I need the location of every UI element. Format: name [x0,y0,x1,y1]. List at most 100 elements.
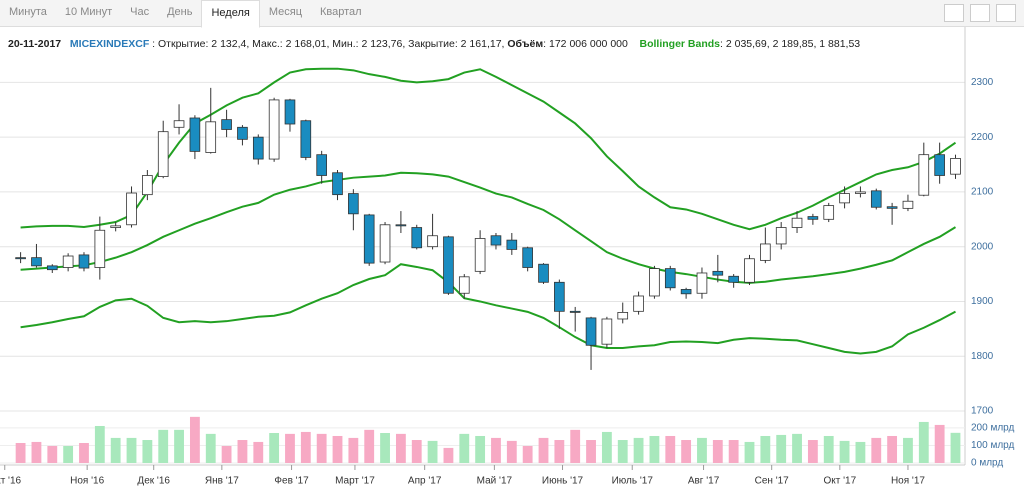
candle-body [664,268,676,289]
candle-body [316,154,327,176]
indicator-values: : 2 035,69, 2 189,85, 1 881,53 [720,38,861,50]
volume-bar [649,435,660,463]
x-tick-label: Дек '16 [137,476,170,487]
y-tick-label: 2100 [971,187,994,198]
candle-body [395,224,407,227]
candle-body [31,257,42,267]
candle-body [886,206,898,209]
info-line: 20-11-2017 MICEXINDEXCF : Открытие: 2 13… [8,38,860,50]
volume-bar [538,437,549,463]
volume-bar [760,435,771,463]
volume-label: Объём [507,38,544,50]
candle-body [950,158,961,175]
bar-icon[interactable] [996,4,1016,22]
volume-bar [823,435,834,463]
candle-body [300,120,312,158]
tab[interactable]: Квартал [320,6,362,18]
candle-body [712,270,724,276]
volume-bar [554,440,565,463]
candle-body [332,172,343,196]
candle-body [268,99,280,160]
volume-bar [712,440,723,463]
candle-body [649,268,660,297]
volume-bar [522,445,533,463]
candle-body [189,117,201,152]
date: 20-11-2017 [8,38,62,50]
volume-bar [285,433,295,463]
volume-bar [332,435,343,463]
x-tick-label: Май '17 [477,476,513,487]
candle-body [522,247,533,268]
candle-body [538,263,549,283]
indicator: Bollinger Bands [639,38,721,50]
volume-tick-label: 0 млрд [971,458,1003,469]
volume-bar [221,445,232,463]
candle-body [94,229,106,268]
x-tick-label: Ноя '16 [70,476,104,487]
candle-body [78,254,90,269]
candle-body [474,238,486,272]
tab[interactable]: День [167,6,193,18]
x-tick-label: Ноя '17 [891,476,925,487]
volume-bar [348,437,359,463]
volume-bar [47,445,58,463]
y-tick-label: 2200 [971,132,994,143]
candle-body [823,205,835,220]
quote: : Открытие: 2 132,4, Макс.: 2 168,01, Ми… [149,38,505,50]
y-tick-label: 2300 [971,77,994,88]
x-tick-label: Апр '17 [408,476,442,487]
candle-body [62,255,74,268]
volume-bar [776,434,787,463]
candle-body [126,192,137,226]
volume-bar [94,425,105,463]
volume-bar [491,437,501,463]
volume-bar [269,433,280,463]
volume-bar [174,429,184,463]
candle-body [775,227,787,245]
bollinger-upper [20,67,957,231]
volume-bar [427,440,438,463]
candle-body [839,193,850,204]
candle-body [252,136,264,160]
candle-body [633,295,644,312]
tab[interactable]: Месяц [268,6,303,18]
volume-bar [475,435,486,463]
candle-body [490,235,502,246]
x-tick-label: Март '17 [335,476,375,487]
candle-body [427,235,438,248]
tab[interactable]: Неделя [201,0,260,28]
candle-body [443,236,454,294]
volume-bar [601,431,612,463]
volume-tick-label: 200 млрд [971,423,1015,434]
volume-bar [110,437,121,463]
line-icon[interactable] [944,4,964,22]
x-tick-label: Июль '17 [612,476,654,487]
candle-body [142,175,153,196]
candle-body [15,257,26,260]
volume-bar [934,424,945,463]
candle-icon[interactable] [970,4,990,22]
tab[interactable]: 10 Минут [64,6,113,18]
bollinger-lower [20,263,956,355]
candle-body [173,120,185,128]
volume-bar [395,433,406,463]
volume-bar [31,441,42,463]
tab[interactable]: Минута [9,6,47,18]
tab[interactable]: Час [130,6,150,18]
volume-bar [792,433,802,463]
volume-bar [839,440,850,463]
symbol: MICEXINDEXCF [69,38,150,50]
candle-body [902,200,914,209]
volume-bar [79,443,89,463]
candle-body [696,272,708,294]
volume-bar [316,433,327,463]
volume-bar [411,440,422,463]
candle-body [585,317,597,346]
x-tick-label: Окт '16 [0,476,22,487]
y-tick-label: 2000 [971,241,994,252]
candle-body [680,289,692,295]
volume-bar [887,435,898,463]
x-tick-label: Фев '17 [274,476,309,487]
candle-body [554,281,565,312]
